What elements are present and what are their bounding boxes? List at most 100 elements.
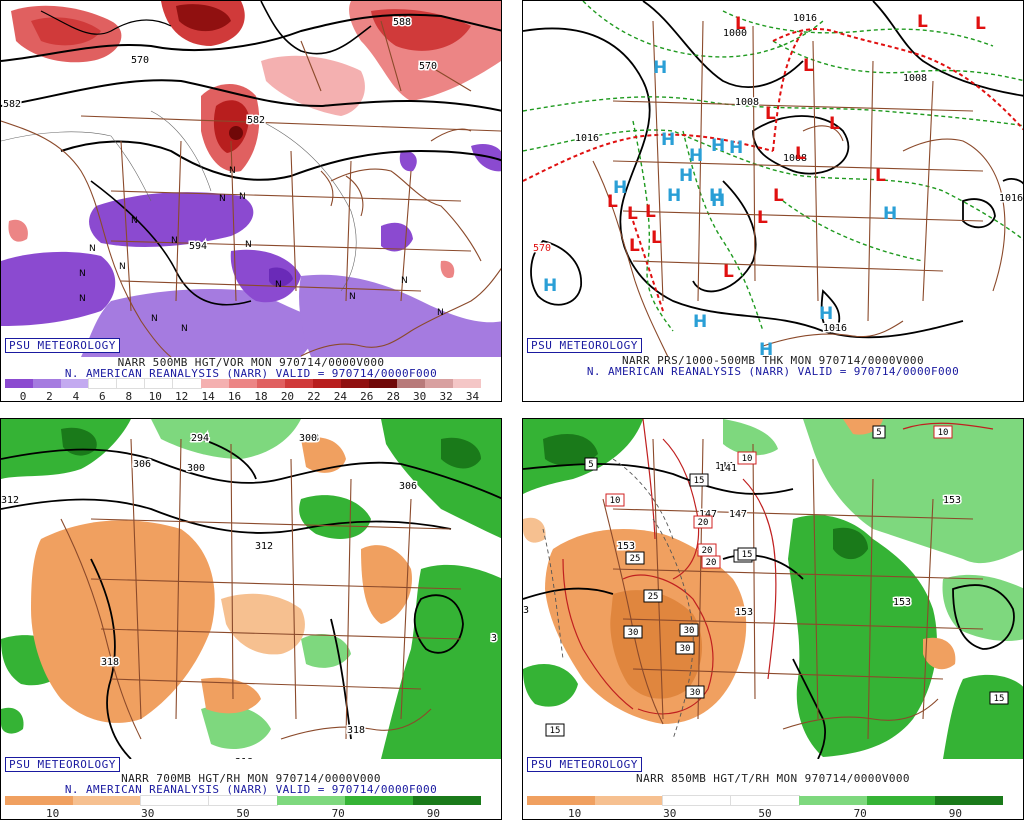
- temperature-label-box: [872, 425, 886, 439]
- colorbar-swatch: [313, 379, 341, 388]
- height-contour-label: 141: [719, 463, 737, 474]
- colorbar-ticks: 10 30 50 70 90: [5, 807, 481, 819]
- high-pressure-marker: H: [759, 340, 773, 360]
- low-pressure-marker: L: [645, 202, 656, 222]
- colorbar-tick-label: 16: [227, 390, 242, 402]
- brand-label: PSU METEOROLOGY: [5, 757, 120, 772]
- contour-label: 318: [347, 725, 365, 736]
- colorbar-tick-label: 8: [125, 390, 133, 402]
- colorbar-tick-label: 10: [148, 390, 162, 402]
- high-pressure-marker: H: [679, 166, 693, 186]
- panel-500mb-vorticity: 570 588 582 570 582 594 N N N N N N N N N N N N N N N N PSU …: [0, 0, 502, 402]
- contour-label: 582: [247, 115, 265, 126]
- low-pressure-marker: L: [917, 12, 928, 32]
- isobar-label: 1008: [903, 73, 927, 84]
- vorticity-minimum-marker: N: [239, 192, 246, 202]
- map-title: NARR 500MB HGT/VOR MON 970714/0000V000: [117, 356, 385, 369]
- vorticity-minimum-marker: N: [437, 308, 444, 318]
- colorbar-swatch: [527, 796, 595, 805]
- colorbar: [5, 795, 481, 806]
- colorbar-swatch: [257, 379, 285, 388]
- low-pressure-marker: L: [875, 166, 886, 186]
- contour-label: 582: [3, 99, 21, 110]
- high-pressure-marker: H: [711, 191, 725, 211]
- temperature-label: 5: [588, 460, 593, 470]
- low-pressure-marker: L: [773, 186, 784, 206]
- high-pressure-marker: H: [613, 178, 627, 198]
- colorbar-swatch: [5, 796, 73, 805]
- isobar-label: 1016: [793, 13, 817, 24]
- vorticity-minimum-marker: N: [171, 236, 178, 246]
- colorbar-swatch: [88, 378, 118, 389]
- temperature-label-box: [701, 555, 721, 569]
- vorticity-minimum-marker: N: [151, 314, 158, 324]
- colorbar-swatch: [867, 796, 935, 805]
- colorbar-tick-label: 10: [567, 807, 582, 820]
- temperature-label-box: [679, 623, 699, 637]
- colorbar-tick-label: 50: [758, 807, 772, 820]
- vorticity-minimum-marker: N: [119, 262, 126, 272]
- temperature-label: 30: [690, 688, 701, 698]
- high-pressure-marker: H: [883, 204, 897, 224]
- high-pressure-marker: H: [693, 312, 707, 332]
- temperature-label: 20: [706, 558, 717, 568]
- colorbar-tick-label: 20: [280, 390, 295, 402]
- contour-label: 306: [133, 459, 151, 470]
- height-contour-label: 147: [729, 509, 747, 520]
- temperature-label: 25: [630, 554, 641, 564]
- temperature-label-box: [693, 515, 713, 529]
- contour-label: 306: [399, 481, 417, 492]
- vorticity-minimum-marker: N: [245, 240, 252, 250]
- colorbar-swatch: [144, 378, 174, 389]
- colorbar-tick-label: 0: [19, 390, 27, 402]
- colorbar-tick-label: 70: [853, 807, 867, 820]
- colorbar-swatch: [453, 379, 481, 388]
- low-pressure-marker: L: [975, 14, 986, 34]
- map-subtitle: N. AMERICAN REANALYSIS (NARR) VALID = 97…: [64, 367, 438, 380]
- colorbar-tick-label: 34: [465, 390, 480, 402]
- colorbar-tick-label: 4: [72, 390, 80, 402]
- temperature-label: 20: [698, 518, 709, 528]
- contour-label: 570: [131, 55, 149, 66]
- low-pressure-marker: L: [765, 104, 776, 124]
- height-contour-label: 153: [943, 495, 961, 506]
- colorbar-swatch: [5, 379, 33, 388]
- high-pressure-marker: H: [543, 276, 557, 296]
- temperature-label: 5: [876, 428, 881, 438]
- map-title: NARR PRS/1000-500MB THK MON 970714/0000V…: [622, 354, 924, 367]
- contour-label: 318: [235, 757, 253, 759]
- colorbar-tick-label: 28: [386, 390, 400, 402]
- high-pressure-marker: H: [661, 130, 675, 150]
- map-title: NARR 850MB HGT/T/RH MON 970714/0000V000: [636, 772, 910, 785]
- isobar-label: 1016: [575, 133, 599, 144]
- low-pressure-marker: L: [829, 114, 840, 134]
- isobar-label: 1008: [783, 153, 807, 164]
- colorbar-swatch: [425, 379, 453, 388]
- high-pressure-marker: H: [689, 146, 703, 166]
- temperature-label-box: [737, 547, 757, 561]
- isobar-label: 1000: [723, 28, 747, 39]
- vorticity-minimum-marker: N: [275, 280, 282, 290]
- low-pressure-marker: L: [803, 56, 814, 76]
- height-contour-label: 153: [893, 597, 911, 608]
- low-pressure-marker: L: [627, 204, 638, 224]
- temperature-label-box: [545, 723, 565, 737]
- colorbar-ticks: 10 30 50 70 90: [527, 807, 1003, 819]
- isobar-label: 1008: [735, 97, 759, 108]
- high-pressure-marker: H: [653, 58, 667, 78]
- height-contour-label: 153: [735, 607, 753, 618]
- vorticity-minimum-marker: N: [401, 276, 408, 286]
- temperature-label: 10: [742, 454, 753, 464]
- isobar-label: 1016: [823, 323, 847, 334]
- height-contour-label: 153: [617, 541, 635, 552]
- high-pressure-marker: H: [819, 304, 833, 324]
- contour-label: 318: [101, 657, 119, 668]
- contour-label: 312: [1, 495, 19, 506]
- temperature-label-box: [933, 425, 953, 439]
- vorticity-minimum-marker: N: [131, 216, 138, 226]
- colorbar-swatch: [61, 379, 89, 388]
- contour-label: 318: [301, 433, 319, 444]
- temperature-label: 30: [684, 626, 695, 636]
- temperature-label-box: [989, 691, 1009, 705]
